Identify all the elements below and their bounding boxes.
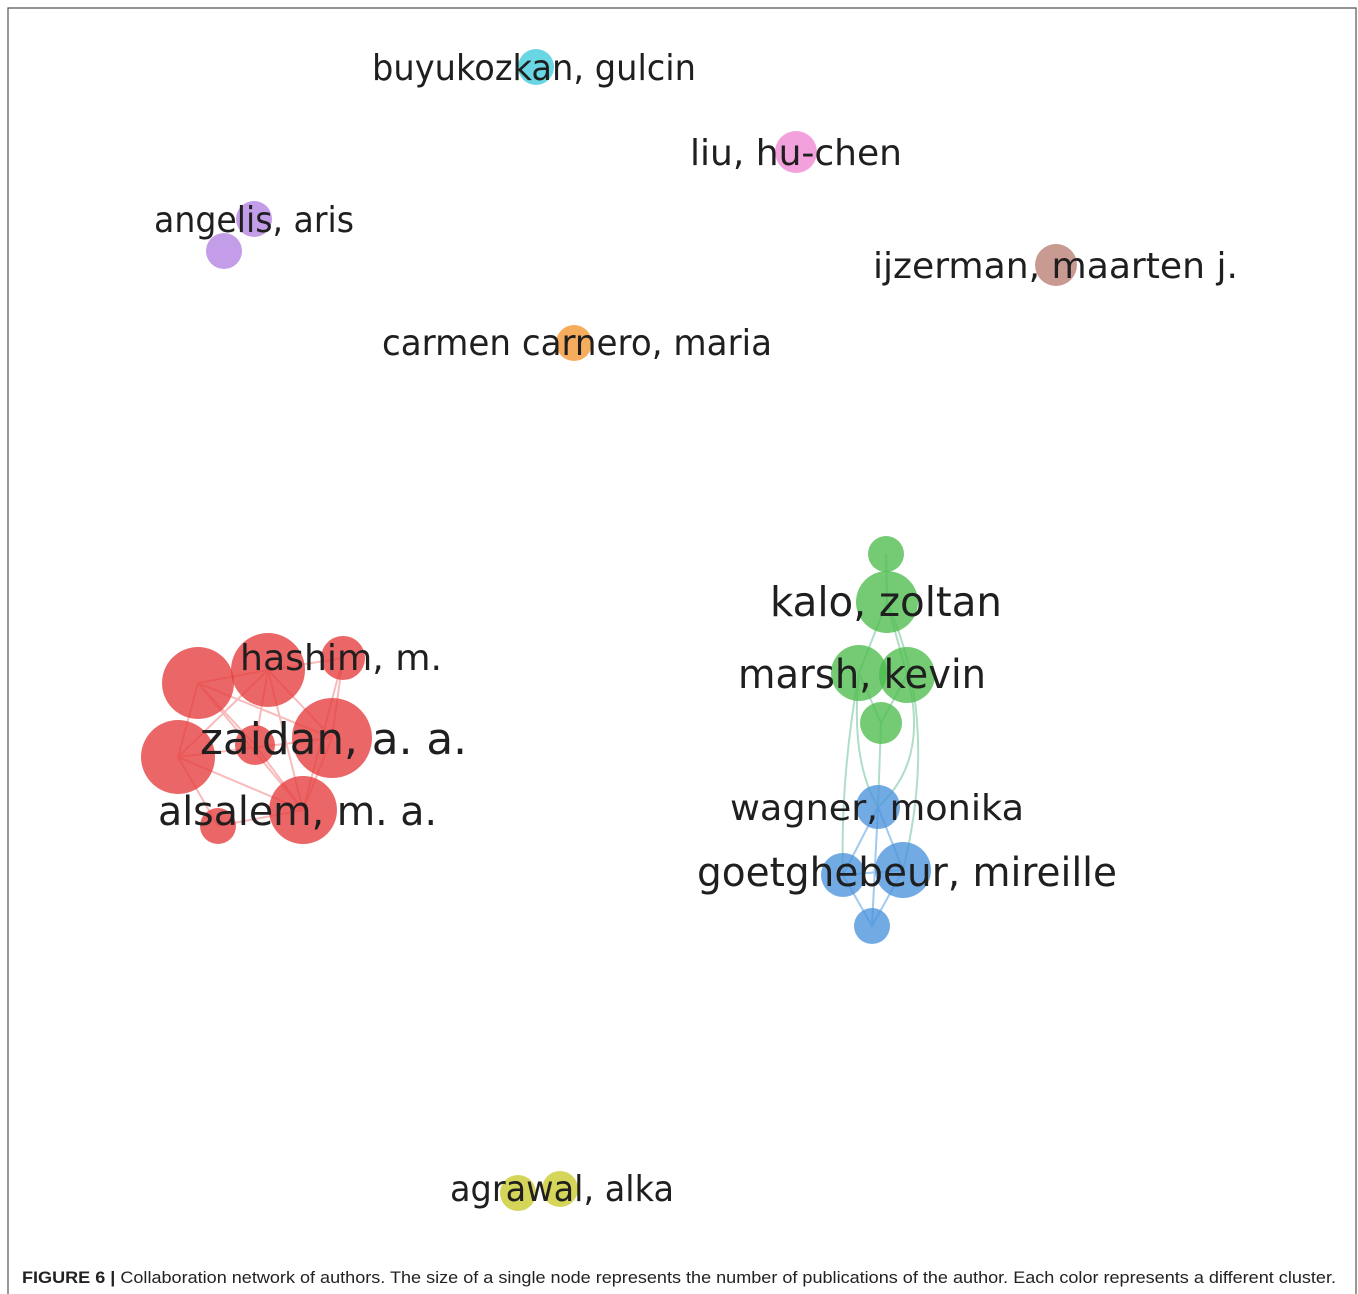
node-label: wagner, monika: [730, 788, 1024, 829]
node-label: angelis, aris: [154, 200, 354, 241]
caption-prefix: FIGURE 6 |: [22, 1268, 115, 1287]
caption: FIGURE 6 | Collaboration network of auth…: [22, 1268, 1336, 1287]
node-label: hashim, m.: [240, 638, 442, 679]
node-label: ijzerman, maarten j.: [873, 246, 1238, 287]
node-label: goetghebeur, mireille: [697, 850, 1117, 896]
nodes: [141, 49, 1077, 1211]
node-label: liu, hu-chen: [690, 133, 902, 174]
node-label: carmen carnero, maria: [382, 323, 772, 364]
node-label: agrawal, alka: [450, 1169, 674, 1210]
frame: [7, 7, 1357, 1294]
node-label: marsh, kevin: [738, 652, 986, 698]
node-label: buyukozkan, gulcin: [372, 48, 696, 89]
labels: buyukozkan, gulcin liu, hu-chen angelis,…: [154, 48, 1238, 1210]
node-label: kalo, zoltan: [770, 578, 1002, 626]
node-label: alsalem, m. a.: [158, 789, 437, 835]
caption-text: Collaboration network of authors. The si…: [120, 1268, 1336, 1287]
node-label: zaidan, a. a.: [200, 714, 467, 765]
